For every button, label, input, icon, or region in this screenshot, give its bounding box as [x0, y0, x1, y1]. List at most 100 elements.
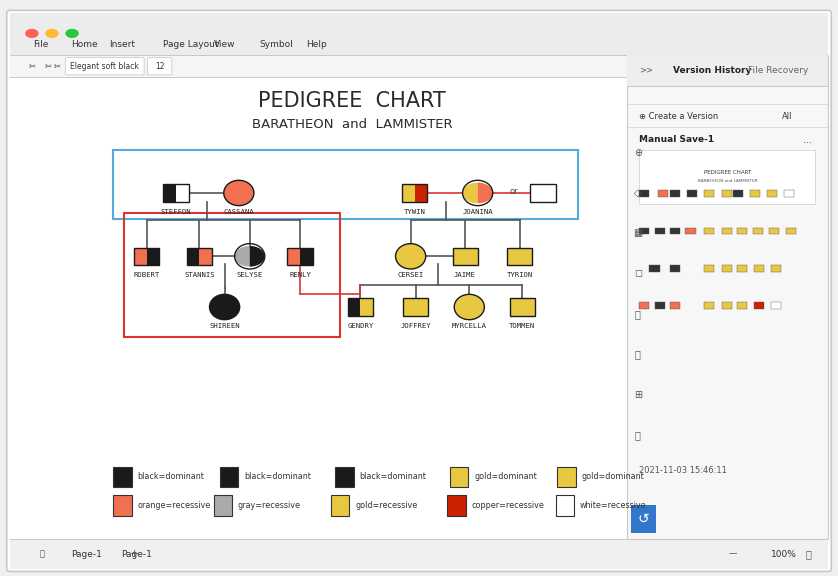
Bar	[627, 55, 828, 539]
Text: Page Layout: Page Layout	[163, 40, 219, 49]
Bar	[335, 467, 354, 487]
Bar	[134, 248, 159, 265]
Text: Home: Home	[71, 40, 98, 49]
Bar	[10, 13, 828, 55]
Text: ▦: ▦	[633, 228, 643, 238]
Bar	[722, 228, 732, 234]
Bar	[300, 248, 313, 265]
Bar	[113, 495, 132, 516]
Text: PEDIGREE CHART: PEDIGREE CHART	[704, 170, 751, 175]
Text: File Recovery: File Recovery	[748, 66, 809, 75]
Text: ...: ...	[803, 135, 812, 145]
Text: Version History: Version History	[673, 66, 752, 75]
Bar	[704, 265, 714, 272]
Text: ◻: ◻	[634, 268, 642, 279]
Wedge shape	[463, 183, 478, 203]
Text: gold=recessive: gold=recessive	[355, 501, 417, 510]
Bar	[627, 55, 828, 86]
Bar	[348, 298, 360, 316]
Text: 📋: 📋	[634, 309, 641, 319]
Text: TOMMEN: TOMMEN	[509, 323, 535, 328]
Text: TYRION: TYRION	[506, 272, 533, 278]
Bar	[722, 190, 732, 197]
Text: ◇: ◇	[634, 188, 641, 198]
Text: STANNIS: STANNIS	[184, 272, 215, 278]
Bar	[722, 265, 732, 272]
Bar	[134, 248, 147, 265]
Text: orange=recessive: orange=recessive	[137, 501, 210, 510]
Bar	[530, 184, 556, 202]
Text: File: File	[34, 40, 49, 49]
Bar	[750, 190, 760, 197]
Bar	[507, 248, 520, 265]
Bar	[655, 228, 665, 234]
Text: Manual Save-1: Manual Save-1	[639, 135, 715, 145]
Bar	[639, 302, 649, 309]
Bar	[543, 184, 556, 202]
Text: gold=dominant: gold=dominant	[582, 472, 644, 482]
Text: Page-1: Page-1	[71, 550, 102, 559]
Bar	[737, 265, 747, 272]
Bar	[786, 228, 796, 234]
Bar	[10, 539, 828, 569]
Text: gold=dominant: gold=dominant	[474, 472, 537, 482]
Text: Insert: Insert	[109, 40, 135, 49]
Bar	[685, 228, 696, 234]
Text: ⊕ Create a Version: ⊕ Create a Version	[639, 112, 719, 122]
Text: SHIREEN: SHIREEN	[210, 323, 240, 328]
Bar	[187, 248, 212, 265]
Text: 2021-11-03 15:46:11: 2021-11-03 15:46:11	[639, 465, 727, 475]
Text: GENDRY: GENDRY	[347, 323, 374, 328]
Bar	[176, 184, 189, 202]
Bar	[507, 248, 532, 265]
Text: ⬛: ⬛	[634, 430, 641, 440]
Bar	[733, 190, 743, 197]
Text: 📊: 📊	[634, 349, 641, 359]
Bar	[670, 302, 680, 309]
Bar	[331, 495, 349, 516]
Bar	[113, 467, 132, 487]
Bar	[769, 228, 779, 234]
Bar	[639, 190, 649, 197]
Bar	[754, 265, 764, 272]
Text: ↺: ↺	[638, 512, 649, 526]
Bar	[450, 467, 468, 487]
Text: RENLY: RENLY	[289, 272, 311, 278]
Text: Elegant soft black: Elegant soft black	[70, 62, 139, 71]
Text: >>: >>	[639, 66, 654, 75]
Bar	[360, 298, 373, 316]
Bar	[771, 302, 781, 309]
Text: CERSEI: CERSEI	[397, 272, 424, 278]
Text: Page-1: Page-1	[122, 550, 153, 559]
Wedge shape	[250, 246, 265, 267]
Bar	[447, 495, 466, 516]
Ellipse shape	[454, 294, 484, 320]
Bar	[163, 184, 189, 202]
Ellipse shape	[224, 180, 254, 206]
Bar	[670, 190, 680, 197]
Ellipse shape	[210, 294, 240, 320]
Bar	[670, 228, 680, 234]
Bar	[510, 298, 535, 316]
Text: ✂: ✂	[54, 62, 60, 71]
Bar	[704, 228, 714, 234]
Bar	[287, 248, 300, 265]
Bar	[556, 495, 574, 516]
FancyBboxPatch shape	[147, 58, 172, 75]
Wedge shape	[235, 246, 250, 267]
Text: 100%: 100%	[771, 550, 797, 559]
Bar	[465, 248, 478, 265]
Bar	[199, 248, 212, 265]
Bar	[753, 228, 763, 234]
Bar	[704, 302, 714, 309]
Text: 12: 12	[155, 62, 164, 71]
Bar	[767, 190, 777, 197]
Bar	[113, 150, 578, 219]
Bar	[687, 190, 697, 197]
Bar	[520, 248, 532, 265]
Bar	[704, 190, 714, 197]
FancyBboxPatch shape	[65, 58, 144, 75]
Bar	[655, 302, 665, 309]
Circle shape	[25, 29, 39, 38]
Text: gray=recessive: gray=recessive	[238, 501, 301, 510]
